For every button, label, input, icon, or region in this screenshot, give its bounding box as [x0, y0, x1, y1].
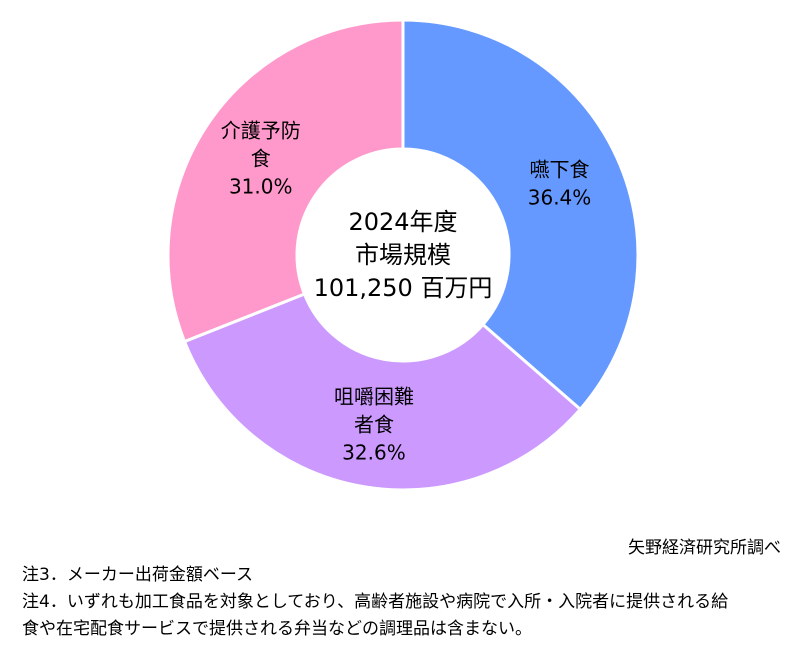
slice-name-2-1: 食: [251, 146, 271, 170]
slice-value-2: 31.0%: [229, 174, 293, 198]
slice-2: [166, 18, 405, 344]
slice-label-1: 咀嚼困難者食 32.6%: [334, 385, 414, 465]
donut-chart: 嚥下食 36.4% 咀嚼困難者食 32.6% 介護予防食 31.0% 2024年度市場規模 1…: [166, 18, 640, 492]
slice-value-0: 36.4%: [528, 186, 592, 210]
slice-name-2-0: 介護予防: [221, 118, 301, 142]
footnote-4-line-2: 食や在宅配食サービスで提供される弁当などの調理品は含まない。: [22, 619, 532, 639]
slice-name-1-0: 咀嚼困難: [334, 385, 414, 409]
slice-label-2: 介護予防食 31.0%: [221, 118, 301, 198]
slice-1: [182, 292, 583, 492]
center-line-2: 101,250 百万円: [314, 274, 493, 302]
center-label: 2024年度市場規模 101,250 百万円: [314, 208, 493, 302]
footnote-3: 注3．メーカー出荷金額ベース: [22, 565, 253, 585]
footnote-4-line-1: 注4．いずれも加工食品を対象としており、高齢者施設や病院で入所・入院者に提供され…: [22, 592, 729, 612]
center-line-0: 2024年度: [348, 208, 457, 236]
slice-0: [401, 18, 640, 412]
source-note: 矢野経済研究所調べ: [628, 538, 781, 558]
footnotes: 注3．メーカー出荷金額ベース 注4．いずれも加工食品を対象としており、高齢者施設…: [22, 562, 728, 643]
slice-name-1-1: 者食: [354, 413, 394, 437]
slice-name-0-0: 嚥下食: [530, 158, 590, 182]
center-line-1: 市場規模: [355, 241, 451, 269]
slice-label-0: 嚥下食 36.4%: [528, 158, 592, 210]
slice-value-1: 32.6%: [342, 441, 406, 465]
